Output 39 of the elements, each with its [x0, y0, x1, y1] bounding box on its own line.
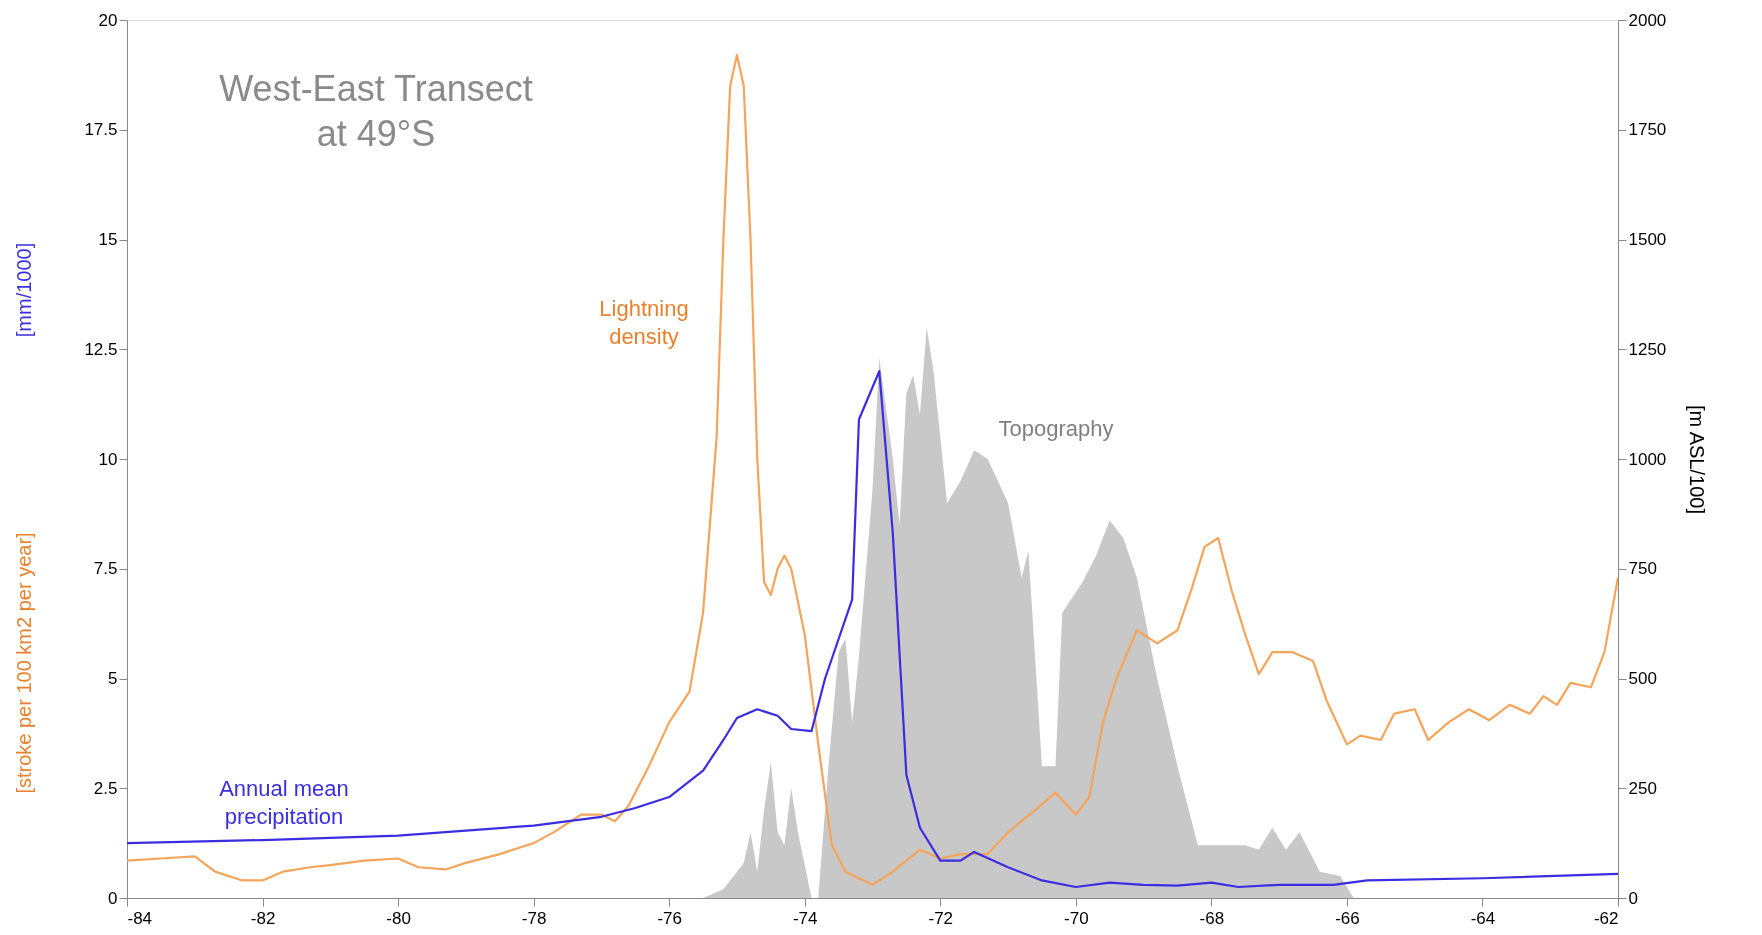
line-series — [127, 370, 1618, 889]
y-tick-label: 20 — [98, 10, 118, 30]
y-tick-label: 17.5 — [84, 120, 118, 140]
y-axis-title: [stroke per 100 km2 per year] — [13, 532, 35, 794]
y-tick-label: 5 — [108, 669, 118, 688]
x-tick-label: -82 — [250, 908, 276, 928]
series-label: Topography — [998, 416, 1114, 441]
x-tick-label: -68 — [1199, 908, 1225, 928]
y2-tick-label: 2000 — [1628, 10, 1667, 30]
x-tick-label: -64 — [1470, 908, 1496, 928]
y2-tick-label: 1750 — [1628, 120, 1667, 140]
series-label: Annual mean precipitation — [219, 776, 349, 829]
x-tick-label: -74 — [792, 908, 818, 928]
y-tick-label: 12.5 — [84, 339, 118, 359]
text: West-East Transect at 49°S — [219, 68, 533, 154]
text: [mm/1000] — [13, 242, 35, 338]
x-tick-label: -76 — [657, 908, 682, 928]
y-tick-label: 2.5 — [93, 778, 118, 798]
line-series — [127, 54, 1618, 886]
x-tick-label: -70 — [1064, 908, 1089, 928]
series-label: Lightning density — [599, 296, 689, 349]
y2-tick-label: 1000 — [1628, 449, 1667, 469]
x-tick-label: -78 — [521, 908, 547, 928]
x-tick-label: -62 — [1593, 908, 1619, 928]
y2-tick-label: 1250 — [1628, 339, 1667, 359]
y2-tick-label: 500 — [1628, 669, 1657, 688]
y-tick-label: 15 — [98, 230, 118, 249]
y-tick-label: 7.5 — [93, 559, 118, 579]
y2-tick-label: 250 — [1628, 778, 1657, 798]
x-tick-label: -80 — [386, 908, 411, 928]
y-tick-label: 0 — [108, 888, 118, 908]
x-tick-label: -84 — [127, 908, 153, 928]
x-tick-label: -72 — [928, 908, 954, 928]
y2-tick-label: 750 — [1628, 559, 1657, 579]
y2-tick-label: 0 — [1628, 888, 1638, 908]
y-tick-label: 10 — [98, 449, 118, 469]
y2-axis-title: [m ASL/100] — [1686, 405, 1709, 514]
x-tick-label: -66 — [1335, 908, 1360, 928]
y2-tick-label: 1500 — [1628, 230, 1667, 249]
